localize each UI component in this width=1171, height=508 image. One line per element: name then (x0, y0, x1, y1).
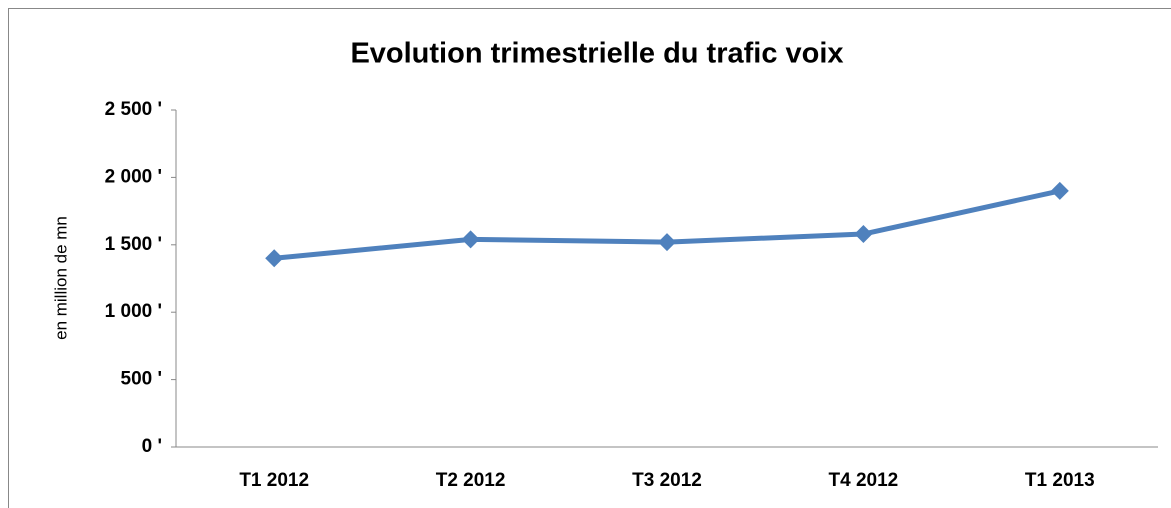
chart-frame (8, 8, 1171, 508)
x-tick-label: T2 2012 (436, 470, 506, 491)
marker (265, 249, 284, 268)
y-tick-label: 2 500 ' (105, 99, 162, 120)
y-axis-label: en million de mn (51, 216, 70, 340)
marker (1050, 181, 1069, 200)
chart-title: Evolution trimestrielle du trafic voix (350, 38, 843, 70)
x-tick-label: T1 2012 (239, 470, 309, 491)
x-tick-label: T3 2012 (632, 470, 702, 491)
x-tick-label: T4 2012 (829, 470, 899, 491)
y-tick-label: 2 000 ' (105, 166, 162, 187)
marker (854, 225, 873, 244)
x-tick-label: T1 2013 (1025, 470, 1095, 491)
y-tick-label: 0 ' (142, 436, 162, 457)
y-tick-label: 1 000 ' (105, 301, 162, 322)
marker (658, 233, 676, 252)
y-tick-label: 1 500 ' (105, 234, 162, 255)
y-tick-label: 500 ' (121, 369, 163, 390)
marker (461, 230, 480, 249)
